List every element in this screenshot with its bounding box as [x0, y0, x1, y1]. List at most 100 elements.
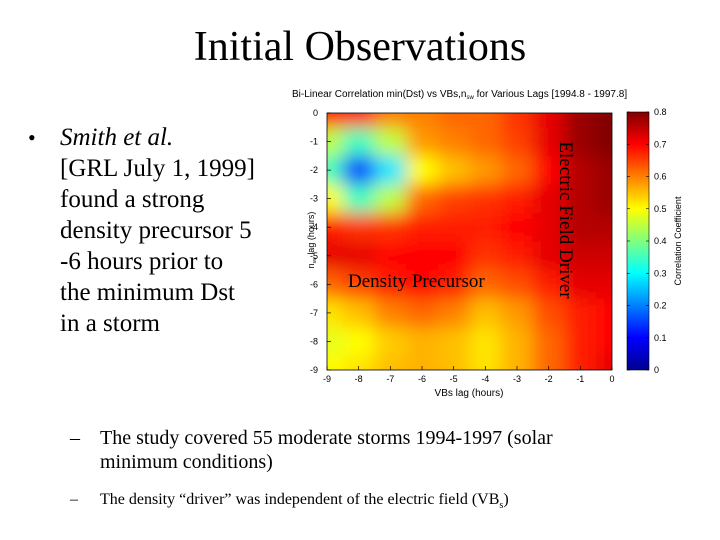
y-axis-label: nsw lag (hours)	[306, 212, 318, 269]
heatmap-cell	[501, 184, 534, 214]
colorbar-tick-label: 0.3	[654, 268, 667, 278]
heatmap-cell	[532, 355, 566, 370]
x-tick-label: -6	[418, 374, 426, 384]
heatmap-cell	[596, 212, 612, 243]
x-tick-label: -2	[545, 374, 553, 384]
heatmap-cell	[532, 298, 566, 329]
heatmap-cell	[532, 127, 566, 157]
heatmap-cell	[437, 327, 471, 357]
colorbar-tick-label: 0.8	[654, 107, 667, 117]
heatmap-cell	[406, 184, 439, 214]
colorbar-tick-label: 0	[654, 365, 659, 375]
heatmap-cell	[596, 155, 612, 186]
bullet-line: -6 hours prior to	[60, 248, 224, 275]
colorbar-tick-label: 0.5	[654, 204, 667, 214]
heatmap-cell	[342, 155, 376, 186]
heatmap-cell	[327, 327, 344, 357]
y-tick-label: -1	[310, 137, 318, 147]
x-tick-label: -1	[576, 374, 584, 384]
heatmap-cell	[469, 327, 503, 357]
y-tick-label: -8	[310, 336, 318, 346]
heatmap-cell	[406, 270, 439, 300]
heatmap-cell	[469, 155, 503, 186]
chart-title: Bi-Linear Correlation min(Dst) vs VBs,ns…	[292, 89, 627, 101]
colorbar-tick-label: 0.2	[654, 301, 667, 311]
heatmap-cell	[437, 155, 471, 186]
heatmap-cell	[327, 355, 344, 370]
heatmap-cell	[437, 184, 471, 214]
heatmap-cell	[327, 113, 344, 129]
heatmap-cell	[374, 155, 408, 186]
heatmap-cell	[437, 212, 471, 243]
y-tick-label: -7	[310, 308, 318, 318]
slide-title: Initial Observations	[193, 24, 527, 70]
subpoint-storms: – The study covered 55 moderate storms 1…	[70, 426, 630, 474]
x-tick-label: -4	[481, 374, 489, 384]
heatmap-cell	[469, 241, 503, 272]
y-tick-label: 0	[313, 108, 318, 118]
heatmap-cell	[596, 184, 612, 214]
heatmap-cell	[596, 355, 612, 370]
bullet-marker: •	[28, 125, 36, 150]
dash-marker: –	[70, 427, 80, 449]
heatmap-cell	[342, 298, 376, 329]
heatmap-cell	[469, 113, 503, 129]
heatmap-cell	[374, 113, 408, 129]
heatmap-cell	[342, 212, 376, 243]
heatmap-cell	[327, 155, 344, 186]
y-tick-label: -9	[310, 365, 318, 375]
subpoint-text: The study covered 55 moderate storms 199…	[100, 427, 553, 473]
heatmap-cell	[469, 184, 503, 214]
heatmap-cell	[406, 355, 439, 370]
heatmap-cell	[327, 241, 344, 272]
bullet-line: in a storm	[60, 310, 160, 337]
heatmap-cell	[374, 212, 408, 243]
dash-marker: –	[70, 491, 78, 508]
heatmap-cell	[437, 241, 471, 272]
heatmap-cell	[532, 113, 566, 129]
main-bullet: • Smith et al. [GRL July 1, 1999] found …	[28, 122, 293, 339]
heatmap-cell	[501, 298, 534, 329]
x-axis-label: VBs lag (hours)	[435, 388, 504, 399]
heatmap-cell	[596, 270, 612, 300]
bullet-line: density precursor 5	[60, 217, 252, 244]
heatmap-cell	[374, 327, 408, 357]
x-tick-label: -5	[450, 374, 458, 384]
heatmap-cell	[406, 155, 439, 186]
heatmap-cell	[374, 270, 408, 300]
heatmap-cell	[532, 184, 566, 214]
heatmap-cell	[532, 327, 566, 357]
heatmap-cell	[342, 327, 376, 357]
heatmap-cell	[564, 155, 598, 186]
heatmap-cell	[342, 355, 376, 370]
x-tick-label: -7	[386, 374, 394, 384]
heatmap-cell	[564, 113, 598, 129]
heatmap-cell	[374, 355, 408, 370]
heatmap-cell	[532, 270, 566, 300]
y-tick-label: -2	[310, 165, 318, 175]
heatmap-cell	[437, 113, 471, 129]
x-tick-label: -3	[513, 374, 521, 384]
heatmap-cell	[374, 127, 408, 157]
y-tick-label: -4	[310, 222, 318, 232]
heatmap-cell	[469, 127, 503, 157]
heatmap-cell	[564, 298, 598, 329]
heatmap-cell	[327, 212, 344, 243]
heatmap-cell	[501, 355, 534, 370]
heatmap-cell	[596, 298, 612, 329]
heatmap-cell	[374, 298, 408, 329]
heatmap-cell	[501, 113, 534, 129]
heatmap-cell	[469, 212, 503, 243]
heatmap-cell	[501, 212, 534, 243]
heatmap-cell	[532, 241, 566, 272]
heatmap-cell	[342, 127, 376, 157]
colorbar-tick-label: 0.1	[654, 333, 667, 343]
colorbar	[626, 111, 650, 371]
heatmap-cell	[469, 355, 503, 370]
heatmap-cell	[406, 113, 439, 129]
plot-frame	[326, 112, 613, 371]
heatmap-cell	[564, 241, 598, 272]
heatmap-cell	[501, 327, 534, 357]
colorbar-tick-label: 0.7	[654, 139, 667, 149]
heatmap-cell	[374, 241, 408, 272]
